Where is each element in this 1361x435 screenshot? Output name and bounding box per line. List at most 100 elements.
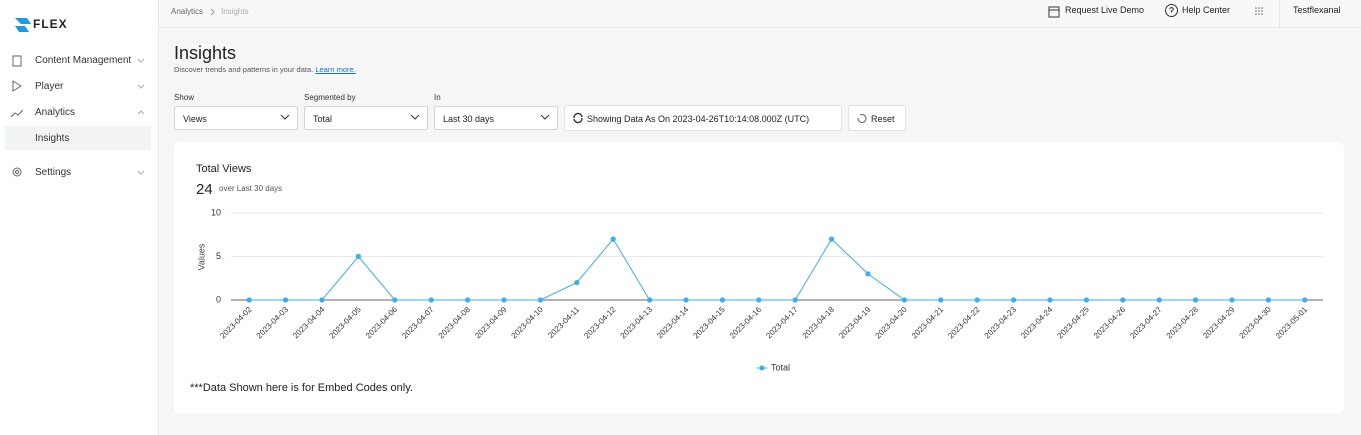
help-icon xyxy=(1165,4,1178,17)
legend-label: Total xyxy=(771,362,790,372)
data-point xyxy=(1229,297,1235,303)
menu-item[interactable]: Player xyxy=(35,81,64,92)
select[interactable]: Total xyxy=(304,106,428,130)
subtitle-text: Discover trends and patterns in your dat… xyxy=(174,65,314,74)
data-point xyxy=(1047,297,1053,303)
menu-item[interactable]: Insights xyxy=(35,133,70,144)
top-action[interactable]: Help Center xyxy=(1182,5,1231,15)
menu-item[interactable]: Analytics xyxy=(35,107,76,118)
y-tick-label: 10 xyxy=(211,207,221,217)
series-line xyxy=(249,238,1305,301)
data-point xyxy=(792,297,798,303)
data-point xyxy=(1083,297,1089,303)
breadcrumb-sep xyxy=(210,8,215,16)
x-tick-label: 2023-04-18 xyxy=(801,305,837,341)
select[interactable]: Views xyxy=(174,106,298,130)
x-tick-label: 2023-04-10 xyxy=(510,305,546,341)
x-tick-label: 2023-04-22 xyxy=(946,305,982,341)
data-point xyxy=(537,297,543,303)
refresh-icon xyxy=(573,112,583,124)
x-tick-label: 2023-04-23 xyxy=(983,305,1019,341)
data-point xyxy=(683,297,689,303)
data-point xyxy=(465,297,471,303)
footnote: ***Data Shown here is for Embed Codes on… xyxy=(190,382,413,394)
total-period: over Last 30 days xyxy=(219,184,283,193)
data-point xyxy=(756,297,762,303)
x-tick-label: 2023-04-25 xyxy=(1056,305,1092,341)
select[interactable]: Last 30 days xyxy=(434,106,558,130)
x-tick-label: 2023-04-12 xyxy=(582,305,618,341)
data-point xyxy=(392,297,398,303)
breadcrumb[interactable]: Analytics xyxy=(171,7,204,16)
data-point xyxy=(1265,297,1271,303)
x-tick-label: 2023-04-27 xyxy=(1128,305,1164,341)
legend-swatch xyxy=(759,365,765,371)
x-tick-label: 2023-04-13 xyxy=(619,305,655,341)
filter-label: Show xyxy=(174,93,195,102)
x-tick-label: 2023-04-29 xyxy=(1201,305,1237,341)
divider xyxy=(1279,0,1280,27)
x-tick-label: 2023-04-04 xyxy=(291,305,327,341)
data-point xyxy=(865,271,871,277)
sidebar: FLEX Content Management Player Analytics… xyxy=(0,0,159,435)
logo-icon xyxy=(15,18,31,32)
x-tick-label: 2023-04-19 xyxy=(837,305,873,341)
x-tick-label: 2023-04-09 xyxy=(473,305,509,341)
top-action[interactable]: Request Live Demo xyxy=(1065,5,1145,15)
x-tick-label: 2023-04-02 xyxy=(218,305,254,341)
data-point xyxy=(1193,297,1199,303)
x-tick-label: 2023-05-01 xyxy=(1274,305,1310,341)
data-point xyxy=(1156,297,1162,303)
active-bg xyxy=(5,126,151,150)
data-point xyxy=(647,297,653,303)
learn-more-link[interactable]: Learn more. xyxy=(315,65,356,74)
data-point xyxy=(974,297,980,303)
data-point xyxy=(1120,297,1126,303)
x-tick-label: 2023-04-30 xyxy=(1238,305,1274,341)
x-tick-label: 2023-04-26 xyxy=(1092,305,1128,341)
data-point xyxy=(719,297,726,303)
data-point xyxy=(901,297,908,303)
y-tick-label: 5 xyxy=(216,251,221,261)
menu-item[interactable]: Settings xyxy=(35,167,72,178)
select-arrows xyxy=(280,114,550,120)
total-value: 24 xyxy=(196,181,213,198)
data-point xyxy=(1302,297,1308,303)
x-tick-label: 2023-04-07 xyxy=(400,305,436,341)
y-tick-label: 0 xyxy=(216,294,221,304)
page-title: Insights xyxy=(174,43,237,63)
topbar: Analytics Insights Request Live Demo Hel… xyxy=(159,0,1361,28)
menu-item[interactable]: Content Management xyxy=(35,55,132,66)
data-point xyxy=(829,236,835,242)
user-menu[interactable]: Testflexanal xyxy=(1293,5,1341,15)
x-tick-label: 2023-04-14 xyxy=(655,305,691,341)
x-tick-label: 2023-04-20 xyxy=(874,305,910,341)
page-subtitle: Discover trends and patterns in your dat… xyxy=(174,65,356,74)
x-tick-label: 2023-04-11 xyxy=(546,305,581,340)
data-point xyxy=(574,280,580,286)
x-tick-label: 2023-04-24 xyxy=(1019,305,1055,341)
filter-label: In xyxy=(434,93,441,102)
x-tick-label: 2023-04-17 xyxy=(764,305,800,341)
data-point xyxy=(283,297,289,303)
data-point xyxy=(355,253,361,260)
x-tick-label: 2023-04-05 xyxy=(328,305,364,341)
data-point xyxy=(938,297,944,303)
reset-icon xyxy=(857,114,867,123)
data-point xyxy=(428,297,434,303)
x-tick-label: 2023-04-21 xyxy=(910,305,946,341)
data-point xyxy=(246,297,252,303)
x-tick-label: 2023-04-03 xyxy=(255,305,291,341)
logo-text: FLEX xyxy=(33,17,68,31)
apps-icon[interactable] xyxy=(1254,6,1264,16)
refresh-button[interactable]: Showing Data As On 2023-04-26T10:14:08.0… xyxy=(564,105,842,131)
x-tick-label: 2023-04-08 xyxy=(437,305,473,341)
y-axis-label: Values xyxy=(196,243,206,270)
data-point xyxy=(501,297,507,303)
x-tick-label: 2023-04-16 xyxy=(728,305,764,341)
filter-label: Segmented by xyxy=(304,93,356,102)
x-tick-label: 2023-04-06 xyxy=(364,305,400,341)
breadcrumb: Insights xyxy=(221,7,249,16)
